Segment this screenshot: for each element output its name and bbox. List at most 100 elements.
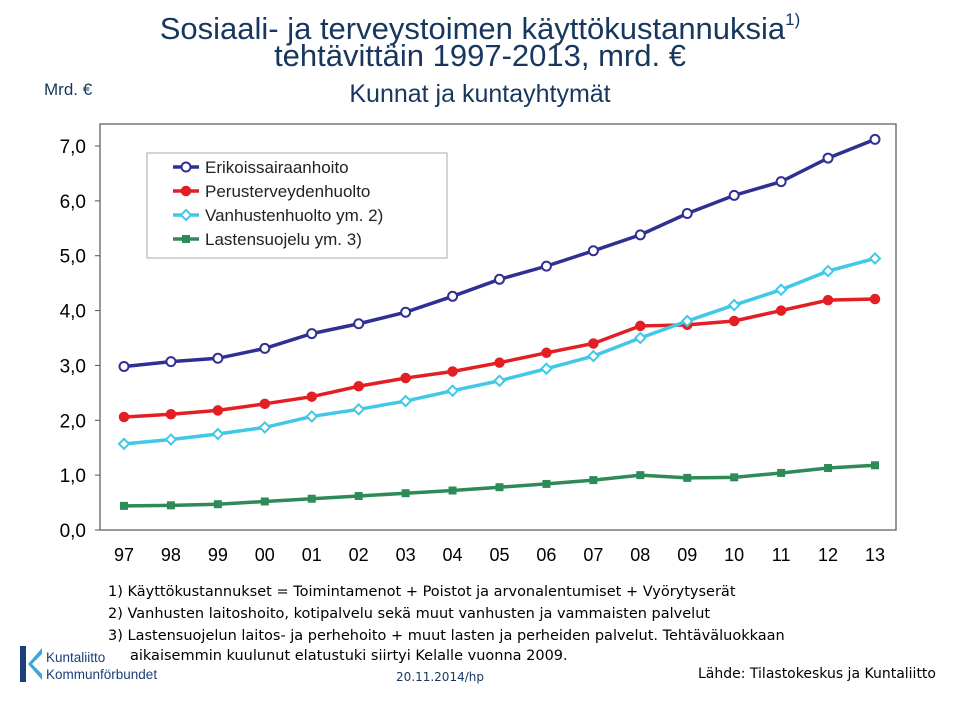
data-point [399, 394, 413, 408]
series-2 [118, 293, 881, 423]
data-point [683, 473, 692, 482]
data-point [179, 208, 193, 222]
date-stamp: 20.11.2014/hp [396, 670, 484, 684]
chart-title-line-2: tehtävittäin 1997-2013, mrd. € [274, 38, 686, 73]
x-tick-label: 99 [208, 545, 228, 565]
data-point [822, 152, 834, 164]
footnote-3-continued: aikaisemmin kuulunut elatustuki siirtyi … [130, 648, 568, 664]
data-point [307, 494, 316, 503]
data-point [166, 501, 175, 510]
data-point [822, 294, 834, 306]
data-point [401, 489, 410, 498]
series-1 [118, 133, 881, 373]
data-point [352, 402, 366, 416]
data-point [400, 306, 412, 318]
logo-text-1: Kuntaliitto [46, 650, 106, 665]
x-tick-label: 10 [724, 545, 744, 565]
data-point [541, 347, 552, 359]
data-point [118, 411, 130, 423]
data-point [258, 421, 272, 434]
data-point [353, 318, 365, 330]
y-tick-label: 7,0 [60, 137, 86, 158]
x-tick-label: 08 [630, 545, 650, 565]
data-point [446, 384, 459, 398]
footnote-1: 1) Käyttökustannukset = Toimintamenot + … [108, 584, 736, 600]
x-tick-label: 02 [349, 545, 369, 565]
data-point [824, 464, 833, 473]
series-group [117, 133, 882, 510]
y-tick-label: 5,0 [60, 247, 86, 268]
data-point [165, 356, 177, 368]
data-point [213, 500, 222, 509]
data-point [635, 320, 646, 332]
chart-title: Sosiaali- ja terveystoimen käyttökustann… [0, 2, 960, 47]
x-tick-label: 11 [772, 545, 791, 565]
data-point [306, 391, 317, 402]
x-tick-label: 13 [865, 545, 885, 565]
data-point [212, 352, 224, 364]
data-point [182, 235, 190, 243]
data-point [821, 264, 835, 278]
x-tick-label: 97 [114, 545, 134, 565]
data-point [588, 338, 599, 349]
data-point [260, 497, 269, 506]
data-point [730, 473, 739, 482]
data-point [212, 405, 224, 416]
logo-text-2: Kommunförbundet [46, 667, 158, 682]
legend-label: Vanhustenhuolto ym. 2) [205, 206, 383, 225]
data-point [586, 349, 600, 363]
data-point [636, 471, 645, 480]
logo-mark-icon [20, 646, 42, 682]
y-tick-label: 4,0 [60, 302, 86, 323]
data-point [180, 161, 192, 173]
x-axis: 97 98 99 00 01 02 03 04 05 06 07 08 09 10 11 12 13 [114, 545, 885, 565]
y-axis-unit-label: Mrd. € [44, 80, 93, 99]
chart-subtitle: Kunnat ja kuntayhtymät [349, 80, 611, 108]
data-point [681, 207, 693, 219]
legend-item: Perusterveydenhuolto [173, 182, 370, 201]
footnote-2: 2) Vanhusten laitoshoito, kotipalvelu se… [108, 606, 711, 622]
data-point [728, 315, 740, 327]
x-tick-label: 03 [396, 545, 416, 565]
data-point [118, 361, 130, 373]
data-point [400, 372, 411, 384]
data-point [495, 483, 504, 492]
kuntaliitto-logo: Kuntaliitto Kommunförbundet [20, 646, 210, 686]
source-note: Lähde: Tilastokeskus ja Kuntaliitto [698, 666, 936, 682]
x-tick-label: 01 [302, 545, 322, 565]
data-point [680, 314, 694, 328]
data-point [494, 357, 505, 368]
x-tick-label: 07 [583, 545, 603, 565]
y-tick-label: 6,0 [60, 192, 86, 213]
data-point [633, 331, 647, 345]
y-axis: 0,0 1,0 2,0 3,0 4,0 5,0 6,0 7,0 [60, 137, 100, 542]
legend-item: Vanhustenhuolto ym. 2) [173, 206, 383, 225]
data-point [871, 461, 879, 470]
data-point [728, 189, 740, 201]
data-point [589, 476, 598, 485]
data-point [353, 381, 364, 392]
data-point [542, 479, 551, 488]
x-tick-label: 09 [677, 545, 697, 565]
data-point [494, 273, 505, 285]
data-point [868, 252, 882, 265]
title-superscript: 1) [785, 10, 801, 29]
series-3 [117, 252, 882, 451]
legend-item: Lastensuojelu ym. 3) [173, 230, 362, 249]
y-tick-label: 2,0 [60, 411, 86, 432]
data-point [164, 433, 178, 446]
data-point [211, 427, 225, 441]
data-point [180, 185, 192, 197]
data-point [774, 283, 788, 297]
data-point [306, 328, 318, 340]
data-point [775, 176, 787, 188]
x-tick-label: 00 [255, 545, 275, 565]
legend: Erikoissairaanhoito Perusterveydenhuolto V… [146, 152, 448, 259]
data-point [447, 290, 459, 302]
data-point [634, 229, 646, 241]
data-point [165, 409, 177, 420]
data-point [869, 293, 881, 305]
x-tick-label: 05 [489, 545, 509, 565]
data-point [447, 366, 458, 377]
footnote-3: 3) Lastensuojelun laitos- ja perhehoito … [108, 628, 785, 644]
